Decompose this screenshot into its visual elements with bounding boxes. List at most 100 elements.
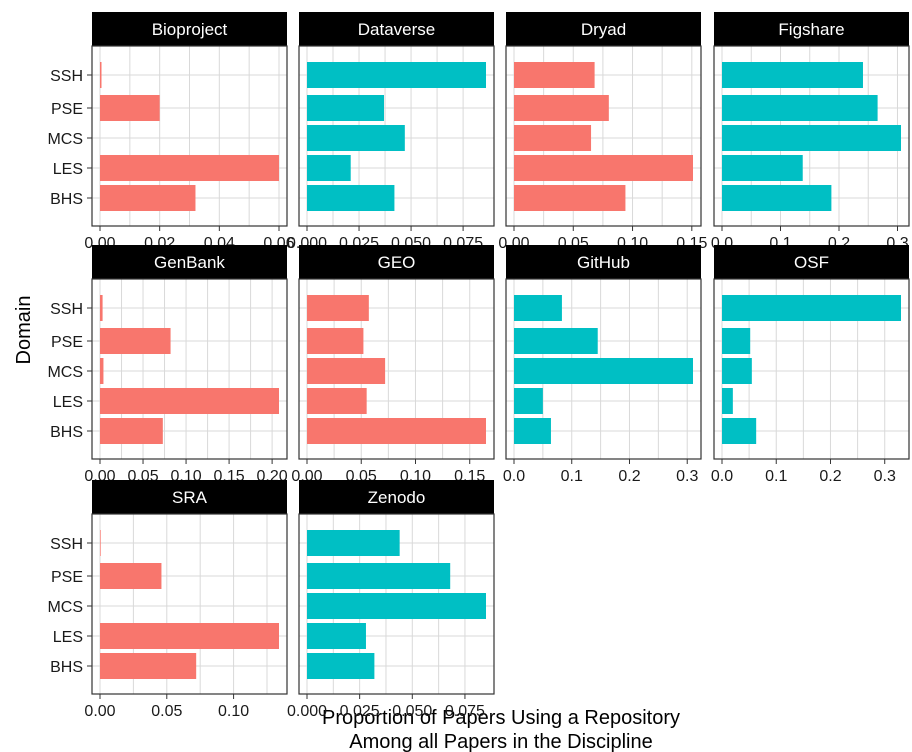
bar-github-mcs xyxy=(514,358,693,384)
bar-github-bhs xyxy=(514,418,551,444)
panel-border xyxy=(505,45,702,227)
x-axis-title-line-2: Among all Papers in the Discipline xyxy=(349,731,653,752)
bar-bioproject-bhs xyxy=(100,185,196,211)
x-tick-label: 0.075 xyxy=(445,703,485,720)
bar-bioproject-pse xyxy=(100,95,160,121)
bar-geo-mcs xyxy=(307,358,386,384)
bar-geo-bhs xyxy=(307,418,486,444)
bar-dataverse-pse xyxy=(307,95,385,121)
bar-github-ssh xyxy=(514,295,562,321)
y-tick-label-pse: PSE xyxy=(51,334,83,351)
bar-sra-ssh xyxy=(100,530,101,556)
bar-zenodo-les xyxy=(307,623,366,649)
x-tick-label: 0.1 xyxy=(561,468,583,485)
x-tick-label: 0.2 xyxy=(819,468,841,485)
bar-osf-ssh xyxy=(722,295,901,321)
x-tick-label: 0.3 xyxy=(874,468,896,485)
bar-figshare-mcs xyxy=(722,125,901,151)
bar-dataverse-mcs xyxy=(307,125,405,151)
bar-github-pse xyxy=(514,328,598,354)
bar-sra-pse xyxy=(100,563,162,589)
y-tick-label-ssh: SSH xyxy=(50,301,83,318)
y-tick-label-bhs: BHS xyxy=(50,659,83,676)
y-tick-label-bhs: BHS xyxy=(50,424,83,441)
panel-border xyxy=(713,45,910,227)
bar-dryad-mcs xyxy=(514,125,592,151)
x-tick-label: 0.0 xyxy=(503,468,525,485)
bar-osf-mcs xyxy=(722,358,752,384)
bar-osf-les xyxy=(722,388,733,414)
bar-github-les xyxy=(514,388,543,414)
panel-border xyxy=(505,278,702,460)
bar-dryad-pse xyxy=(514,95,609,121)
bar-genbank-bhs xyxy=(100,418,163,444)
y-tick-label-bhs: BHS xyxy=(50,191,83,208)
panel-border xyxy=(91,278,288,460)
facet-title: Zenodo xyxy=(368,488,426,507)
x-tick-label: 0.050 xyxy=(392,703,432,720)
facet-strip xyxy=(299,245,494,279)
y-tick-label-mcs: MCS xyxy=(47,131,83,148)
facet-title: Dryad xyxy=(581,20,626,39)
bar-dataverse-bhs xyxy=(307,185,395,211)
facet-title: GEO xyxy=(378,253,416,272)
facet-strip xyxy=(92,480,287,514)
facet-strip xyxy=(714,12,909,46)
y-tick-label-les: LES xyxy=(53,161,83,178)
bar-zenodo-bhs xyxy=(307,653,375,679)
y-tick-label-mcs: MCS xyxy=(47,599,83,616)
x-axis-title-line-1: Proportion of Papers Using a Repository xyxy=(322,707,680,729)
y-tick-label-les: LES xyxy=(53,394,83,411)
panel-border xyxy=(298,278,495,460)
facet-strip xyxy=(299,480,494,514)
bar-geo-les xyxy=(307,388,367,414)
panel-border xyxy=(91,45,288,227)
facet-title: OSF xyxy=(794,253,829,272)
facet-title: GitHub xyxy=(577,253,630,272)
y-tick-label-ssh: SSH xyxy=(50,68,83,85)
bar-geo-ssh xyxy=(307,295,369,321)
bar-dataverse-ssh xyxy=(307,62,486,88)
bar-sra-bhs xyxy=(100,653,197,679)
panel-border xyxy=(298,513,495,695)
y-tick-label-mcs: MCS xyxy=(47,364,83,381)
facet-sra: SRA 0.00 0.05 0.10 SSH PSE MCS LES BHS xyxy=(47,480,288,720)
bar-dryad-les xyxy=(514,155,693,181)
y-tick-label-pse: PSE xyxy=(51,569,83,586)
bar-figshare-bhs xyxy=(722,185,832,211)
x-tick-label: 0.00 xyxy=(84,703,115,720)
facet-github: GitHub 0.0 0.1 0.2 0.3 xyxy=(503,245,702,485)
facet-strip xyxy=(92,12,287,46)
bar-genbank-pse xyxy=(100,328,171,354)
facet-osf: OSF 0.0 0.1 0.2 0.3 xyxy=(711,245,910,485)
bar-sra-les xyxy=(100,623,279,649)
bar-zenodo-pse xyxy=(307,563,451,589)
bar-dryad-ssh xyxy=(514,62,595,88)
bar-bioproject-ssh xyxy=(100,62,102,88)
y-tick-label-ssh: SSH xyxy=(50,536,83,553)
bar-genbank-ssh xyxy=(100,295,103,321)
bar-bioproject-les xyxy=(100,155,279,181)
y-tick-label-les: LES xyxy=(53,629,83,646)
y-tick-label-pse: PSE xyxy=(51,101,83,118)
facet-strip xyxy=(92,245,287,279)
facet-zenodo: Zenodo 0.000 0.025 0.050 0.075 xyxy=(287,480,495,720)
x-tick-label: 0.10 xyxy=(218,703,249,720)
x-tick-label: 0.1 xyxy=(765,468,787,485)
bar-geo-pse xyxy=(307,328,364,354)
facet-strip xyxy=(714,245,909,279)
bar-genbank-les xyxy=(100,388,279,414)
bar-figshare-ssh xyxy=(722,62,863,88)
x-tick-label: 0.0 xyxy=(711,468,733,485)
bar-zenodo-ssh xyxy=(307,530,400,556)
bar-zenodo-mcs xyxy=(307,593,486,619)
panel-border xyxy=(713,278,910,460)
facet-title: SRA xyxy=(172,488,208,507)
